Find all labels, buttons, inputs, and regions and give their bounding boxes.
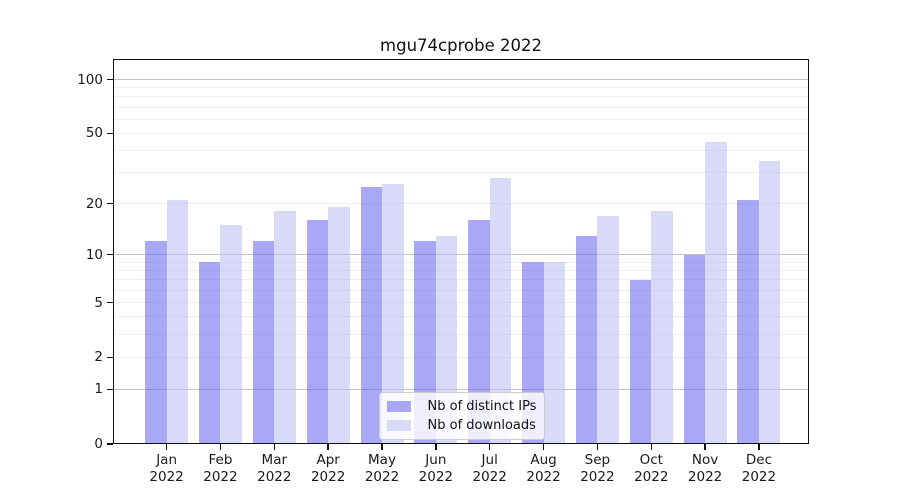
major-gridline [113,79,809,81]
x-tick-mark [758,444,760,450]
x-tick-label: Dec 2022 [741,452,777,485]
bar-downloads [220,225,242,444]
x-tick-mark [489,444,491,450]
x-tick-mark [327,444,329,450]
y-tick-label: 10 [85,246,103,263]
y-tick-mark [106,132,113,135]
minor-gridline [113,356,809,358]
bar-downloads [489,178,512,444]
minor-gridline [113,203,809,205]
y-tick-mark [106,202,113,205]
x-tick-label: Sep 2022 [580,452,615,485]
minor-gridline [113,150,809,152]
bar-ips [575,235,598,444]
legend-label-downloads: Nb of downloads [427,418,536,433]
minor-gridline [113,334,809,336]
legend-swatch-distinct-ips [387,401,411,412]
x-tick-mark [165,444,168,450]
y-tick-label: 100 [77,71,103,88]
bar-downloads [435,235,458,444]
bar-downloads [651,211,673,444]
minor-gridline [113,87,809,89]
bar-ips [629,279,652,444]
y-tick-mark [106,78,113,81]
bar-ips [252,241,275,444]
major-gridline [113,388,809,390]
x-tick-label: Mar 2022 [257,452,292,485]
y-tick-mark [106,356,113,358]
x-tick-mark [704,444,706,450]
bar-ips [468,220,490,444]
plot-area [113,59,809,444]
minor-gridline [113,279,809,281]
minor-gridline [113,302,809,303]
bar-downloads [758,161,781,444]
y-tick-mark [106,443,113,445]
x-tick-label: Nov 2022 [687,452,723,485]
bar-ips [306,220,329,444]
y-tick-mark [106,301,113,304]
legend-label-distinct-ips: Nb of distinct IPs [427,399,537,414]
x-tick-label: Feb 2022 [203,452,238,485]
x-tick-label: Aug 2022 [526,452,561,485]
y-tick-label: 20 [85,195,103,212]
minor-gridline [113,118,809,120]
bar-downloads [543,262,566,444]
minor-gridline [113,261,809,263]
bar-downloads [274,211,296,444]
minor-gridline [113,316,809,318]
minor-gridline [113,106,809,108]
bar-downloads [328,207,350,444]
x-tick-mark [650,444,652,450]
legend: Nb of distinct IPs Nb of downloads [379,392,545,440]
x-tick-label: Jun 2022 [418,452,454,485]
bar-downloads [705,141,727,444]
minor-gridline [113,132,809,134]
chart-title: mgu74cprobe 2022 [380,36,542,55]
bar-ips [198,262,221,444]
minor-gridline [113,289,809,291]
x-tick-label: May 2022 [364,452,400,485]
y-tick-label: 0 [94,436,103,452]
x-tick-mark [381,444,383,450]
minor-gridline [113,96,809,98]
legend-item-downloads: Nb of downloads [387,417,537,434]
x-tick-mark [273,444,275,450]
x-tick-label: Jan 2022 [149,452,184,485]
x-tick-label: Jul 2022 [472,452,507,485]
y-tick-mark [106,253,113,256]
x-tick-label: Apr 2022 [310,452,346,485]
legend-swatch-downloads [387,420,411,431]
x-tick-mark [219,444,222,450]
y-tick-label: 1 [94,381,103,398]
bar-ips [683,254,706,444]
minor-gridline [113,172,809,174]
bar-ips [360,186,382,444]
x-tick-label: Oct 2022 [634,452,669,485]
y-tick-mark [106,388,113,390]
x-tick-mark [435,444,437,450]
y-tick-label: 5 [94,294,103,311]
bar-downloads [597,215,619,444]
x-tick-mark [542,444,545,450]
bar-downloads [382,183,404,444]
y-tick-label: 50 [85,125,103,142]
bar-ips [145,241,167,444]
bar-downloads [166,199,189,444]
y-tick-label: 2 [94,349,103,366]
minor-gridline [113,269,809,271]
x-tick-mark [596,444,599,450]
legend-item-distinct-ips: Nb of distinct IPs [387,398,537,415]
major-gridline [113,254,809,256]
bar-ips [737,199,759,444]
